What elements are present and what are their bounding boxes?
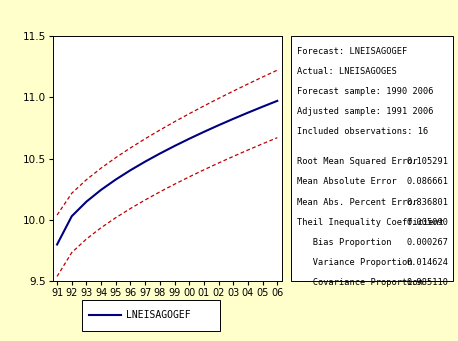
Text: 0.000267: 0.000267 — [407, 238, 448, 247]
Text: Included observations: 16: Included observations: 16 — [297, 128, 429, 136]
Text: Forecast sample: 1990 2006: Forecast sample: 1990 2006 — [297, 87, 434, 96]
Text: Root Mean Squared Error: Root Mean Squared Error — [297, 157, 418, 166]
Text: Mean Abs. Percent Error: Mean Abs. Percent Error — [297, 197, 418, 207]
Text: Mean Absolute Error: Mean Absolute Error — [297, 177, 397, 187]
Text: 0.005090: 0.005090 — [407, 218, 448, 227]
Text: 0.985110: 0.985110 — [407, 278, 448, 287]
Text: Adjusted sample: 1991 2006: Adjusted sample: 1991 2006 — [297, 107, 434, 116]
Text: Theil Inequality Coefficient: Theil Inequality Coefficient — [297, 218, 444, 227]
Text: 0.014624: 0.014624 — [407, 258, 448, 267]
Text: LNEISAGOGEF: LNEISAGOGEF — [126, 310, 191, 321]
Text: Variance Proportion: Variance Proportion — [297, 258, 413, 267]
Text: Actual: LNEISAGOGES: Actual: LNEISAGOGES — [297, 67, 397, 76]
Text: 0.836801: 0.836801 — [407, 197, 448, 207]
Text: 0.105291: 0.105291 — [407, 157, 448, 166]
Text: Bias Proportion: Bias Proportion — [297, 238, 392, 247]
Text: Covariance Proportion: Covariance Proportion — [297, 278, 423, 287]
Text: Forecast: LNEISAGOGEF: Forecast: LNEISAGOGEF — [297, 47, 408, 56]
Text: 0.086661: 0.086661 — [407, 177, 448, 187]
